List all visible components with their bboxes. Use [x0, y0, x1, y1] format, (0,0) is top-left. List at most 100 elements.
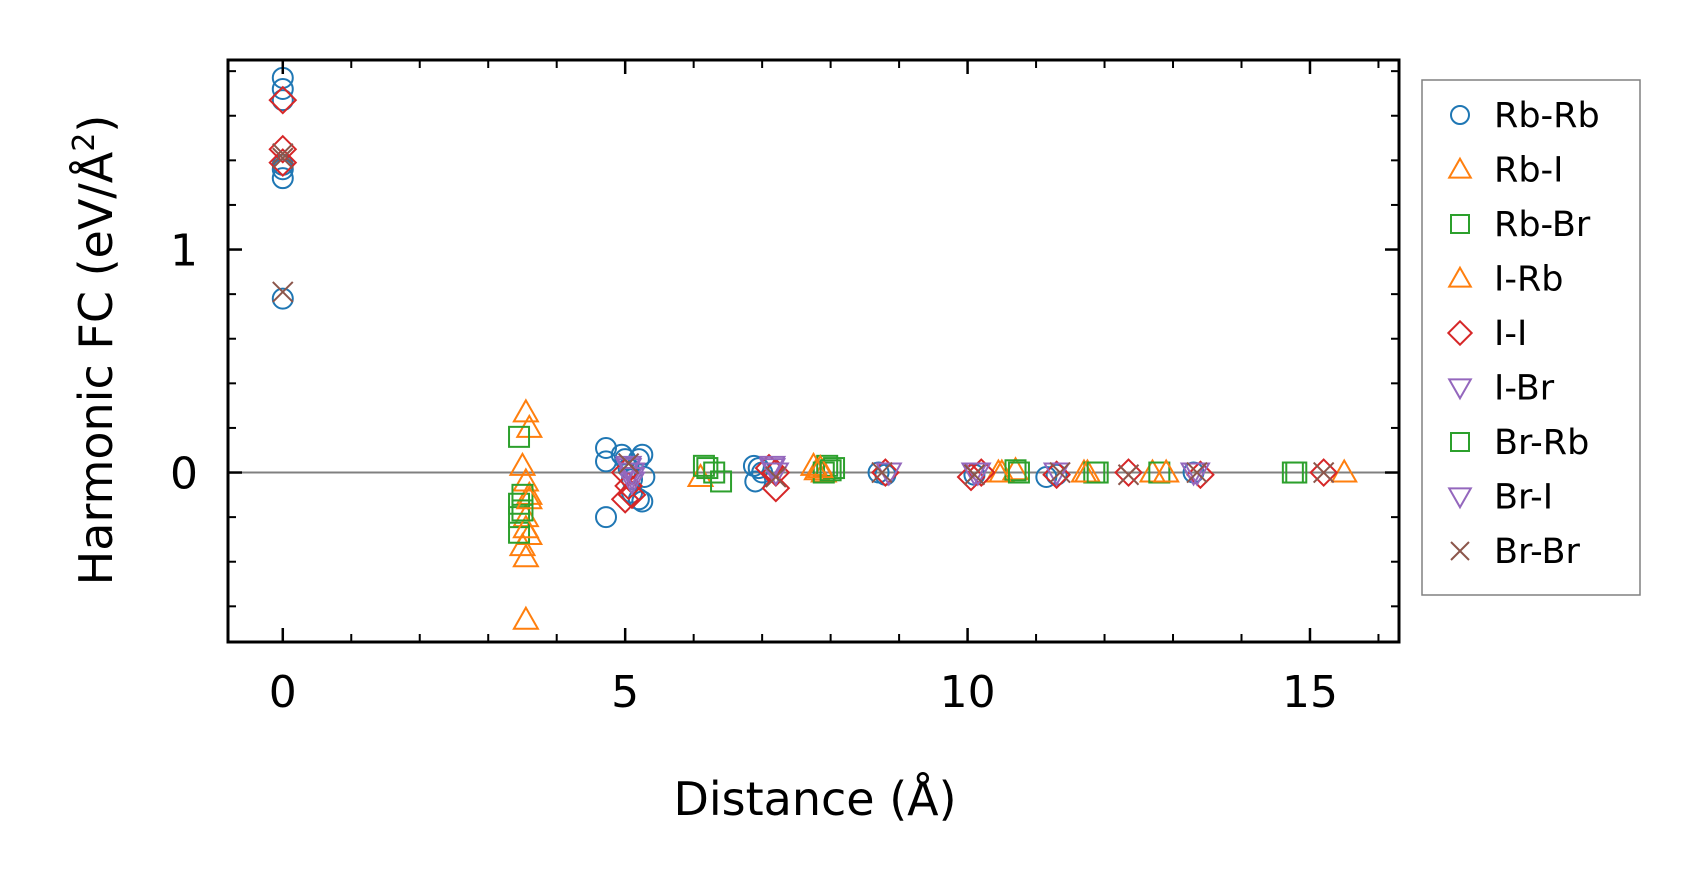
data-marks	[268, 66, 1358, 630]
data-point	[272, 147, 294, 169]
legend-marker	[1447, 156, 1473, 179]
data-point	[271, 77, 294, 100]
legend-item: I-Rb	[1447, 260, 1564, 300]
data-point	[703, 461, 726, 484]
data-point	[1114, 458, 1143, 487]
y-tick-label: 0	[170, 449, 198, 500]
data-point	[272, 142, 294, 165]
y-axis-label-superscript: 2	[67, 133, 102, 152]
x-tick-label: 0	[269, 667, 297, 718]
legend-marker	[1447, 378, 1473, 401]
y-axis-label-close: )	[69, 115, 123, 133]
legend-item: I-Br	[1447, 369, 1555, 409]
data-point	[1117, 464, 1140, 486]
data-point	[511, 483, 534, 506]
legend-label: I-I	[1494, 314, 1527, 354]
data-point	[966, 458, 996, 487]
plot-border	[226, 58, 1401, 644]
data-point	[610, 484, 640, 514]
data-point	[631, 443, 654, 466]
data-point	[1330, 458, 1358, 483]
legend-marker	[1447, 487, 1473, 510]
data-point	[1049, 461, 1071, 484]
x-tick-label: 15	[1282, 667, 1338, 718]
x-axis-label: Distance (Å)	[673, 772, 956, 826]
data-point	[1086, 461, 1109, 484]
data-point	[1007, 461, 1030, 484]
x-tick-label: 5	[611, 667, 639, 718]
legend-label: Br-I	[1494, 478, 1553, 518]
data-point	[963, 464, 986, 486]
legend-item: Rb-Rb	[1450, 96, 1600, 136]
legend-item: Br-I	[1447, 478, 1553, 518]
y-axis-label: Harmonic FC (eV/Å2)	[67, 115, 123, 586]
x-tick-label: 10	[940, 667, 996, 718]
data-point	[512, 398, 540, 423]
legend-label: I-Rb	[1494, 260, 1564, 300]
series-br-br	[272, 142, 1335, 488]
data-point	[508, 425, 531, 448]
data-point	[1152, 458, 1180, 483]
series-rb-rb	[271, 66, 1205, 529]
data-point	[271, 287, 294, 310]
data-point	[964, 462, 992, 487]
legend-label: Br-Rb	[1494, 423, 1589, 463]
data-point	[617, 480, 647, 510]
data-point	[512, 514, 540, 539]
legend-marker	[1450, 541, 1470, 561]
data-point	[515, 485, 544, 510]
data-point	[819, 459, 842, 482]
data-point	[595, 450, 618, 473]
data-point	[761, 473, 791, 503]
data-point	[595, 437, 618, 459]
data-point	[871, 461, 893, 484]
series-br-rb	[511, 457, 1308, 522]
data-point	[765, 466, 787, 488]
y-tick-label: 1	[170, 226, 198, 277]
legend-marker	[1446, 319, 1474, 347]
data-point	[710, 470, 733, 493]
data-point	[1186, 461, 1208, 484]
data-point	[512, 605, 540, 630]
data-point	[271, 89, 294, 112]
legend-marker	[1447, 265, 1473, 288]
data-point	[511, 499, 534, 522]
legend: Rb-Rb Rb-I Rb-Br I-Rb I-I I-Br Br-Rb Br-I Br-Br	[1421, 79, 1641, 596]
legend-marker	[1450, 432, 1470, 452]
legend-item: Rb-I	[1447, 151, 1564, 191]
data-point	[1285, 461, 1308, 484]
data-point	[1004, 459, 1027, 482]
series-i-i	[268, 85, 1339, 514]
data-point	[268, 148, 298, 177]
data-point	[508, 521, 531, 544]
data-point	[271, 167, 294, 190]
series-rb-i	[508, 398, 1358, 630]
data-point	[956, 462, 986, 492]
legend-item: Br-Rb	[1450, 423, 1589, 463]
legend-marker	[1450, 214, 1470, 234]
data-point	[758, 458, 787, 483]
legend-marker	[1450, 105, 1470, 125]
legend-label: Rb-Br	[1494, 205, 1591, 245]
data-point	[512, 543, 540, 568]
data-point	[508, 532, 537, 557]
legend-frame	[1421, 79, 1641, 596]
data-point	[1312, 461, 1335, 484]
legend-items: Rb-Rb Rb-I Rb-Br I-Rb I-I I-Br Br-Rb Br-I Br-Br	[1446, 96, 1600, 572]
data-point	[268, 85, 298, 115]
data-point	[617, 452, 640, 475]
legend-label: Rb-Rb	[1494, 96, 1600, 136]
data-point	[508, 492, 531, 515]
plot-frame: 0 5 10 15 0 1	[170, 58, 1401, 718]
legend-label: I-Br	[1494, 369, 1555, 409]
data-point	[1185, 460, 1215, 490]
legend-label: Br-Br	[1494, 532, 1581, 572]
data-point	[595, 506, 618, 529]
legend-item: I-I	[1446, 314, 1527, 354]
legend-item: Rb-Br	[1450, 205, 1591, 245]
y-axis-label-main: Harmonic FC (eV/Å	[69, 151, 123, 585]
data-point	[696, 457, 719, 480]
data-point	[272, 281, 294, 303]
legend-label: Rb-I	[1494, 151, 1564, 191]
